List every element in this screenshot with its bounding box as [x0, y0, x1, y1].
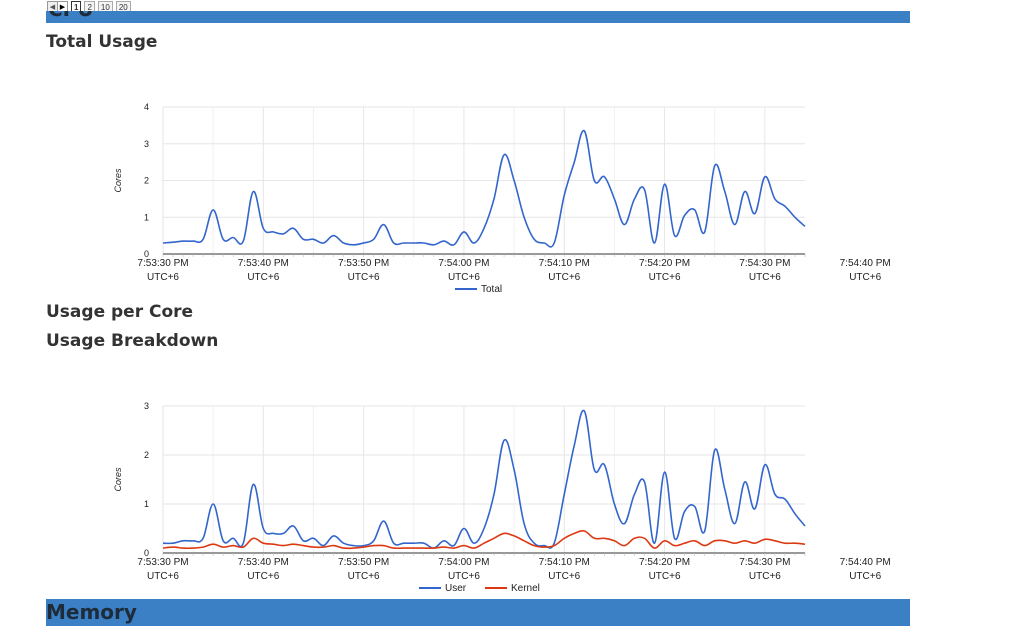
x-tick-label-tz: UTC+6 [548, 571, 580, 582]
x-tick-label: 7:54:20 PM [639, 557, 690, 568]
x-tick-label: 7:53:30 PM [137, 258, 188, 269]
x-tick-label: 7:53:30 PM [137, 557, 188, 568]
legend-label: Total [481, 284, 502, 295]
usage-breakdown-title: Usage Breakdown [46, 331, 219, 351]
series-line-kernel [162, 529, 806, 550]
cpu-section-header: CPU [46, 11, 910, 23]
memory-section-header: Memory [46, 599, 910, 626]
x-tick-label-tz: UTC+6 [749, 571, 781, 582]
x-tick-label: 7:54:00 PM [438, 557, 489, 568]
x-tick-label-tz: UTC+6 [448, 571, 480, 582]
series-line-total [162, 130, 806, 248]
x-tick-label-tz: UTC+6 [247, 272, 279, 283]
total-usage-title: Total Usage [46, 32, 158, 52]
x-tick-label: 7:54:30 PM [739, 258, 790, 269]
y-tick-label: 0 [144, 249, 149, 259]
y-tick-label: 3 [144, 139, 149, 149]
x-tick-label: 7:54:10 PM [539, 557, 590, 568]
memory-section-title: Memory [46, 600, 137, 624]
x-tick-label: 7:53:40 PM [238, 557, 289, 568]
y-tick-label: 3 [144, 401, 149, 411]
x-tick-label-tz: UTC+6 [348, 571, 380, 582]
y-tick-label: 1 [144, 212, 149, 222]
y-tick-label: 2 [144, 176, 149, 186]
usage-breakdown-chart: 0 1 2 3 7:53:30 PM UTC+6 7:53:40 PM UTC+6 7:53:5… [113, 401, 891, 594]
x-tick-label-tz: UTC+6 [849, 571, 881, 582]
legend-label: User [445, 583, 467, 594]
x-tick-label-tz: UTC+6 [649, 571, 681, 582]
prev-icon[interactable]: ◀ [49, 3, 56, 11]
usage-per-core-title: Usage per Core [46, 302, 194, 322]
total-usage-chart: 0 1 2 3 4 7:53:30 PM UTC+6 7:53:40 PM UTC+6 7:53:… [113, 102, 891, 295]
y-axis-label: Cores [113, 168, 123, 193]
x-tick-label-tz: UTC+6 [749, 272, 781, 283]
next-icon[interactable]: ▶ [57, 1, 67, 13]
x-tick-label: 7:53:40 PM [238, 258, 289, 269]
x-tick-label-tz: UTC+6 [548, 272, 580, 283]
x-tick-label: 7:54:40 PM [840, 258, 891, 269]
x-tick-label-tz: UTC+6 [147, 272, 179, 283]
y-tick-label: 2 [144, 450, 149, 460]
y-axis-label: Cores [113, 467, 123, 492]
pager-page-20[interactable]: 20 [115, 0, 131, 14]
x-tick-label: 7:54:20 PM [639, 258, 690, 269]
x-tick-label-tz: UTC+6 [448, 272, 480, 283]
cpu-section-title: CPU [48, 11, 94, 21]
x-tick-label-tz: UTC+6 [147, 571, 179, 582]
x-tick-label-tz: UTC+6 [348, 272, 380, 283]
pager: ◀ ▶ 1 2 10 20 [47, 0, 131, 14]
x-tick-label-tz: UTC+6 [247, 571, 279, 582]
x-tick-label-tz: UTC+6 [849, 272, 881, 283]
y-tick-label: 4 [144, 102, 149, 112]
x-tick-label: 7:54:10 PM [539, 258, 590, 269]
legend-label: Kernel [511, 583, 540, 594]
x-tick-label: 7:54:30 PM [739, 557, 790, 568]
y-tick-label: 1 [144, 499, 149, 509]
series-line-user [162, 409, 806, 549]
x-tick-label-tz: UTC+6 [649, 272, 681, 283]
x-tick-label: 7:54:40 PM [840, 557, 891, 568]
x-tick-label: 7:54:00 PM [438, 258, 489, 269]
x-tick-label: 7:53:50 PM [338, 258, 389, 269]
y-tick-label: 0 [144, 548, 149, 558]
x-tick-label: 7:53:50 PM [338, 557, 389, 568]
